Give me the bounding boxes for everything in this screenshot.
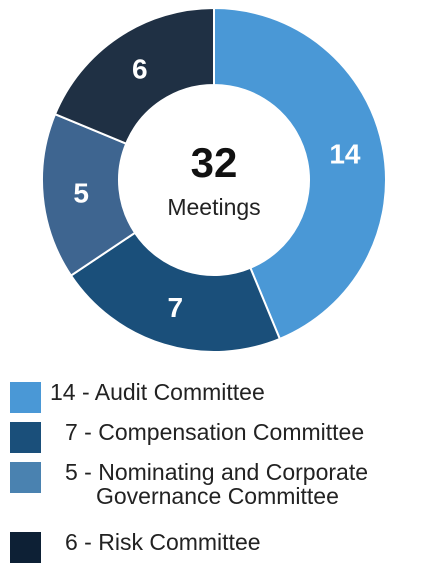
data-label: 6 — [132, 53, 148, 84]
data-label: 14 — [329, 138, 361, 169]
legend-label: 6 - Risk Committee — [65, 529, 261, 555]
legend-swatch — [10, 462, 41, 493]
data-label: 7 — [167, 292, 183, 323]
chart: 32 Meetings 14 7 5 6 — [41, 6, 387, 353]
data-label: 5 — [73, 177, 89, 208]
legend-swatch — [10, 532, 41, 563]
legend-label: 14 - Audit Committee — [50, 379, 265, 405]
legend-swatch — [10, 422, 41, 453]
legend-swatch — [10, 382, 41, 413]
legend-label: 7 - Compensation Committee — [65, 419, 365, 445]
center-label: Meetings — [167, 194, 260, 220]
donut-slice — [213, 6, 387, 341]
donut-slice — [69, 231, 282, 353]
legend-label: 5 - Nominating and Corporate Governance … — [65, 459, 368, 509]
donut-slice — [53, 6, 215, 145]
center-value: 32 — [191, 139, 238, 186]
